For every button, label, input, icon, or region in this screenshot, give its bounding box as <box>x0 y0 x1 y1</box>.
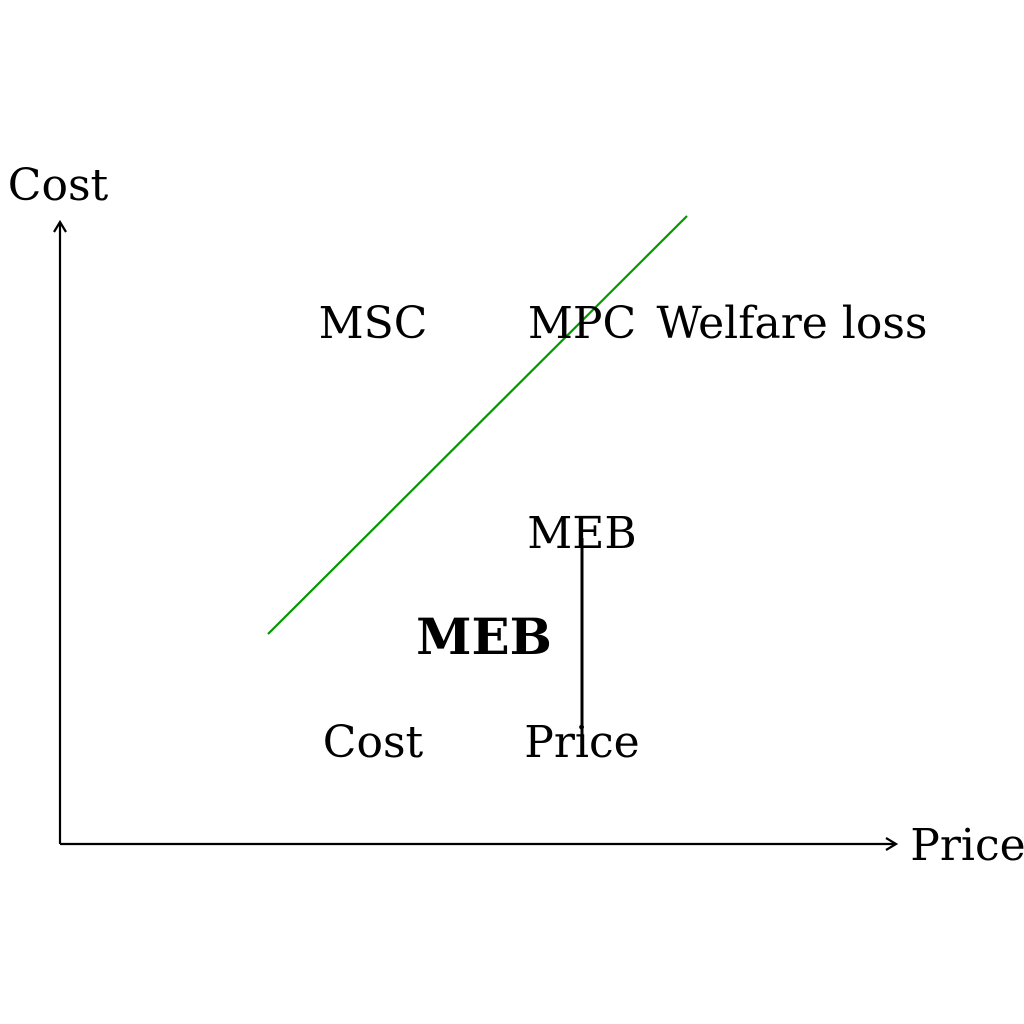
cost-curve-line <box>267 215 688 635</box>
meb-top-label: MEB <box>527 508 637 559</box>
x-axis-label: Price <box>910 820 1024 871</box>
y-axis-label: Cost <box>8 160 109 211</box>
msc-label: MSC <box>319 298 428 349</box>
cost-bottom-label: Cost <box>323 717 424 768</box>
mpc-label: MPC <box>528 298 636 349</box>
meb-bold-label: MEB <box>416 607 552 666</box>
welfare-loss-label: Welfare loss <box>656 298 927 349</box>
price-bottom-label: Price <box>524 717 639 768</box>
